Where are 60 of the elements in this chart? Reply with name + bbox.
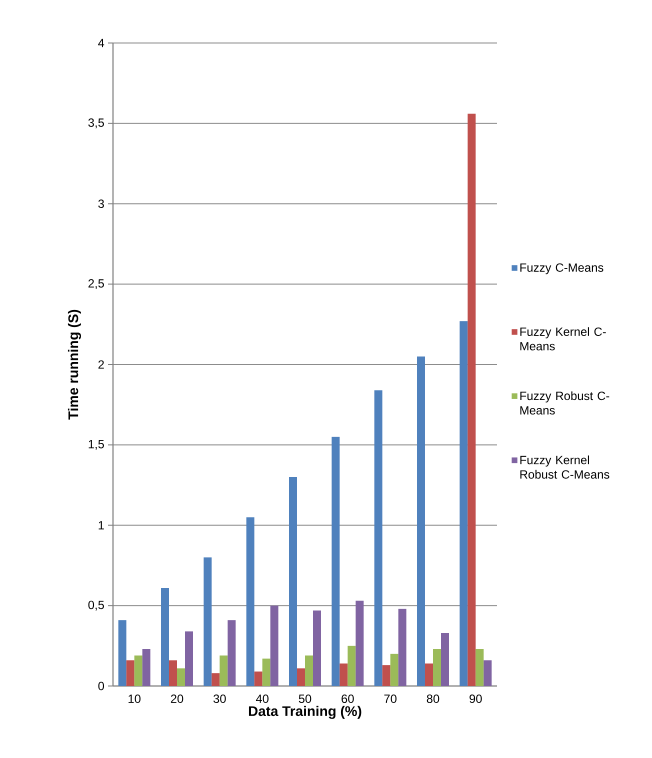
x-tick-label: 40 bbox=[256, 694, 269, 703]
bar bbox=[220, 655, 228, 686]
bar bbox=[161, 588, 169, 686]
bar bbox=[177, 668, 185, 686]
bar bbox=[304, 655, 313, 686]
legend-label: Fuzzy Kernel Robust C-Means bbox=[520, 455, 610, 479]
bar bbox=[416, 356, 425, 686]
x-tick-label: 70 bbox=[384, 694, 397, 703]
bar bbox=[356, 600, 364, 686]
bar bbox=[312, 610, 321, 686]
x-tick-label: 60 bbox=[342, 694, 354, 703]
bar bbox=[134, 655, 142, 686]
bar bbox=[169, 660, 177, 686]
bar bbox=[262, 658, 270, 686]
bar bbox=[476, 649, 484, 686]
bar bbox=[460, 321, 468, 686]
bar bbox=[348, 646, 356, 686]
x-tick-label: 50 bbox=[298, 694, 312, 703]
bar bbox=[288, 477, 297, 686]
y-axis-title: Time running (S) bbox=[68, 310, 82, 420]
bar bbox=[126, 660, 134, 686]
x-tick-label: 90 bbox=[470, 694, 482, 703]
y-tick-label: 2,5 bbox=[88, 279, 104, 290]
y-tick-label: 0 bbox=[98, 682, 104, 690]
bar bbox=[340, 663, 348, 686]
bar bbox=[484, 660, 492, 686]
y-tick-label: 0,5 bbox=[88, 600, 104, 611]
bar bbox=[332, 436, 340, 686]
legend-label: Fuzzy C-Means bbox=[520, 263, 604, 274]
legend-label: Fuzzy Kernel C-Means bbox=[520, 327, 606, 350]
bar bbox=[270, 606, 278, 686]
y-tick-label: 1 bbox=[98, 521, 104, 530]
bar bbox=[440, 632, 449, 686]
y-tick-label: 3 bbox=[98, 200, 104, 208]
bar bbox=[254, 672, 262, 686]
bar bbox=[212, 673, 220, 686]
bar bbox=[424, 663, 433, 686]
bar bbox=[228, 620, 236, 686]
bar bbox=[382, 665, 390, 686]
bar bbox=[432, 649, 441, 686]
bar bbox=[374, 390, 382, 686]
x-tick-label: 10 bbox=[128, 694, 141, 703]
bar bbox=[468, 114, 476, 686]
bar bbox=[398, 608, 406, 686]
bar bbox=[142, 649, 150, 686]
x-tick-label: 80 bbox=[426, 694, 440, 703]
bar bbox=[246, 517, 254, 686]
y-tick-label: 1,5 bbox=[88, 440, 104, 450]
bar bbox=[185, 631, 193, 686]
y-tick-label: 3,5 bbox=[88, 118, 104, 128]
bar bbox=[204, 557, 212, 686]
y-tick-label: 4 bbox=[98, 38, 104, 48]
legend-label: Fuzzy Robust C-Means bbox=[520, 391, 610, 415]
bar bbox=[390, 654, 398, 686]
y-tick-label: 2 bbox=[98, 360, 104, 369]
x-tick-label: 30 bbox=[213, 694, 226, 703]
bar bbox=[118, 620, 126, 686]
x-tick-label: 20 bbox=[170, 694, 184, 703]
bar bbox=[296, 668, 305, 686]
x-axis-title: Data Training (%) bbox=[248, 706, 362, 719]
